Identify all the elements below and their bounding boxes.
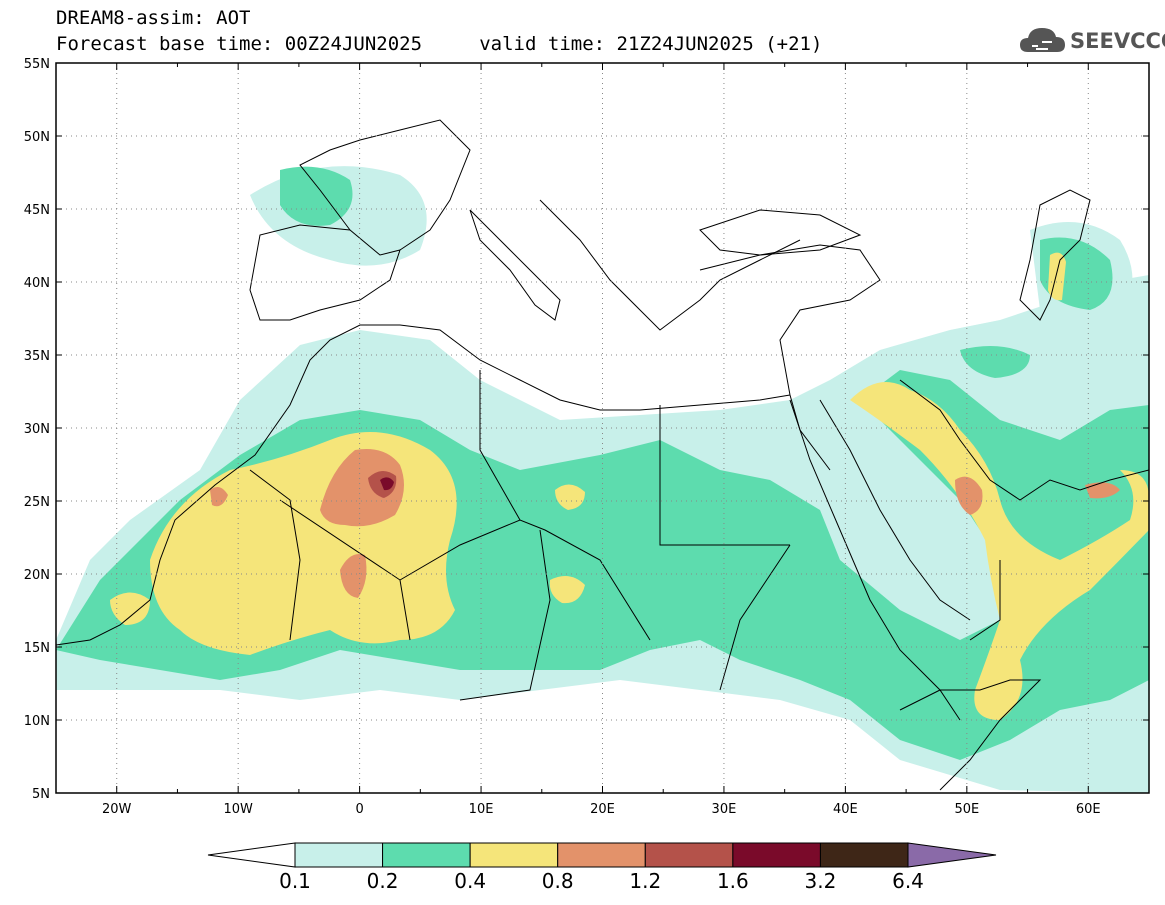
colorbar-label: 0.8 (542, 869, 574, 893)
lat-label: 25N (24, 495, 50, 510)
longitude-axis: 20W 10W 0 10E 20E 30E 40E 50E 60E (102, 63, 1101, 817)
lon-label: 60E (1076, 802, 1101, 817)
aot-band-0.8 (210, 449, 1120, 598)
colorbar-box (732, 842, 821, 868)
latitude-axis: 55N 50N 45N 40N 35N 30N 25N 20N 15N 10N 5N (24, 57, 1149, 802)
map-title: DREAM8-assim: AOT (56, 7, 251, 29)
colorbar-label: 0.1 (279, 869, 311, 893)
lat-label: 5N (32, 787, 50, 802)
lat-label: 55N (24, 57, 50, 72)
graticule (56, 63, 1149, 793)
forecast-time-line: Forecast base time: 00Z24JUN2025 valid t… (56, 33, 823, 55)
seevccc-logo: SEEVCCC (1018, 22, 1165, 58)
lat-label: 20N (24, 568, 50, 583)
lon-label: 20E (590, 802, 615, 817)
colorbar-box (382, 842, 471, 868)
colorbar-label: 6.4 (892, 869, 924, 893)
colorbar-label: 1.2 (629, 869, 661, 893)
lat-label: 40N (24, 276, 50, 291)
colorbar-label: 0.4 (454, 869, 486, 893)
cloud-icon (1020, 28, 1065, 52)
lon-label: 10E (469, 802, 494, 817)
aot-band-1.6 (380, 477, 394, 491)
colorbar-box (469, 842, 559, 868)
coastlines (56, 119, 1149, 791)
colorbar-box (557, 842, 646, 868)
lon-label: 20W (102, 802, 132, 817)
colorbar-label: 0.2 (367, 869, 399, 893)
colorbar-box (819, 842, 909, 868)
colorbar: 0.1 0.2 0.4 0.8 1.2 1.6 3.2 6.4 (207, 842, 997, 893)
colorbar-over-arrow (907, 842, 997, 868)
lon-label: 0 (355, 802, 363, 817)
lat-label: 45N (24, 203, 50, 218)
lat-label: 15N (24, 641, 50, 656)
lon-label: 50E (954, 802, 979, 817)
colorbar-box (644, 842, 734, 868)
logo-text: SEEVCCC (1070, 29, 1165, 53)
lon-label: 30E (712, 802, 737, 817)
colorbar-label: 1.6 (717, 869, 749, 893)
lon-label: 10W (223, 802, 253, 817)
lat-label: 10N (24, 714, 50, 729)
lon-label: 40E (833, 802, 858, 817)
lat-label: 30N (24, 422, 50, 437)
colorbar-box (294, 842, 384, 868)
colorbar-under-arrow (207, 842, 296, 868)
colorbar-label: 3.2 (805, 869, 837, 893)
lat-label: 50N (24, 130, 50, 145)
lat-label: 35N (24, 349, 50, 364)
